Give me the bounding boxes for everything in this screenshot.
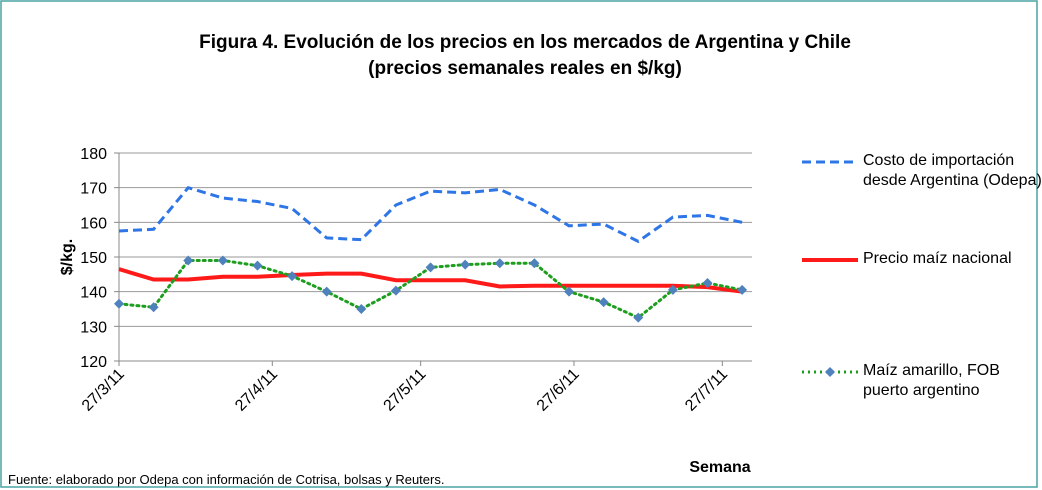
marker [148, 302, 159, 313]
marker [252, 260, 263, 271]
chart-subtitle: (precios semanales reales en $/kg) [368, 58, 682, 79]
marker [564, 286, 575, 297]
legend-marker [825, 367, 835, 377]
series-line [118, 185, 743, 244]
marker [183, 255, 194, 266]
marker [356, 304, 367, 314]
chart-title: Figura 4. Evolución de los precios en lo… [199, 32, 851, 53]
legend-label: Maíz amarillo, FOB puerto argentino [863, 362, 1000, 399]
marker [114, 298, 124, 309]
marker [460, 259, 471, 270]
y-tick-label: 140 [80, 285, 107, 302]
marker [633, 312, 644, 323]
marker [217, 255, 228, 266]
legend-label: Costo de importación desde Argentina (Od… [863, 152, 1042, 189]
legend-label: Precio maíz nacional [863, 250, 1012, 267]
marker [287, 271, 298, 282]
y-axis-label: $/kg. [59, 239, 76, 275]
marker [494, 258, 505, 269]
y-tick-label: 130 [80, 319, 107, 336]
marker [667, 284, 678, 295]
marker [598, 297, 609, 308]
marker [390, 285, 401, 296]
series-line [118, 267, 743, 294]
y-tick-label: 150 [80, 250, 107, 267]
x-tick-label: 27/7/11 [682, 366, 731, 415]
marker [425, 262, 436, 273]
x-tick-label: 27/3/11 [79, 366, 128, 415]
x-tick-label: 27/6/11 [534, 366, 583, 415]
y-tick-label: 170 [80, 181, 107, 198]
x-tick-label: 27/4/11 [232, 366, 281, 415]
x-axis-label: Semana [689, 459, 750, 476]
marker [737, 284, 748, 295]
y-tick-label: 120 [80, 354, 107, 371]
y-tick-label: 160 [80, 215, 107, 232]
marker [702, 278, 713, 288]
x-tick-label: 27/5/11 [381, 366, 430, 415]
source: Fuente: elaborado por Odepa con informac… [8, 472, 444, 487]
marker [321, 286, 332, 297]
y-tick-label: 180 [80, 146, 107, 163]
marker [529, 258, 540, 269]
